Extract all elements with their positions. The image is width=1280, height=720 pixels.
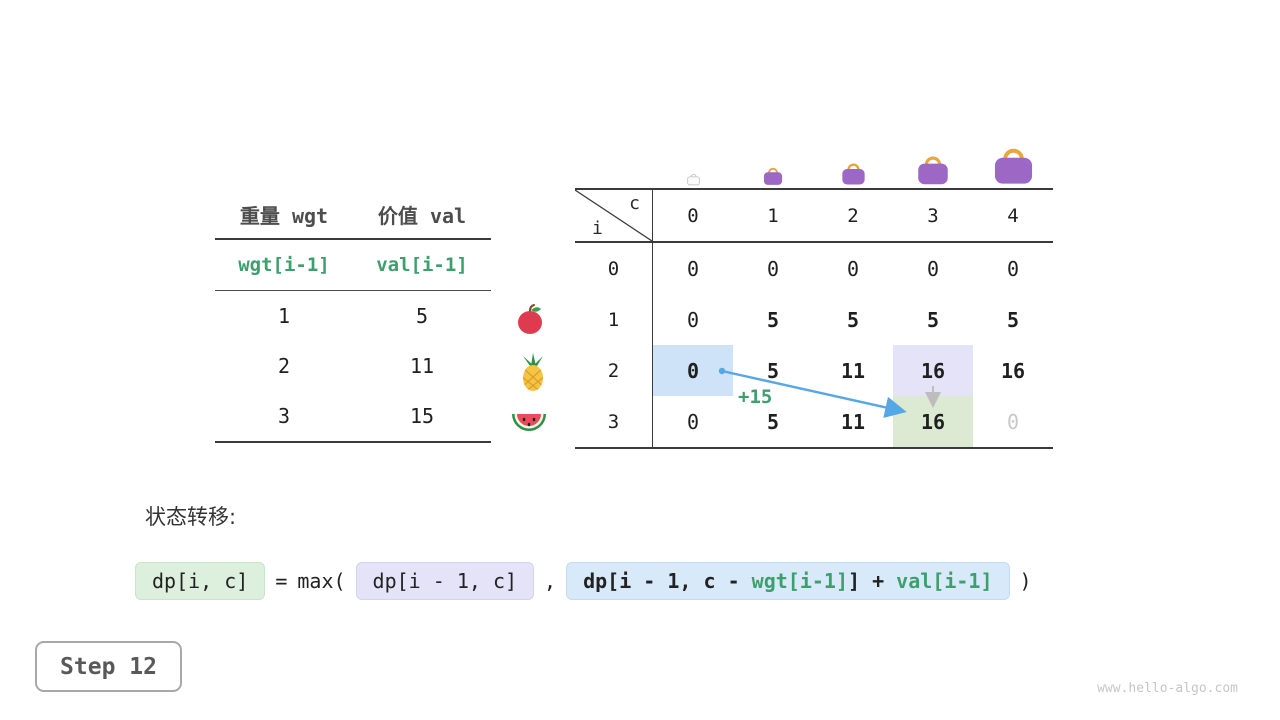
formula-comma: ,	[544, 569, 557, 593]
apple-icon	[514, 303, 546, 339]
bag-xlarge-icon	[973, 128, 1053, 186]
bag-medium-icon	[813, 128, 893, 186]
diagonal-divider	[575, 190, 652, 241]
capacity-bags-row	[653, 128, 1053, 186]
watermelon-icon	[511, 407, 547, 441]
item-3-weight: 3	[277, 404, 291, 428]
formula-close-paren: )	[1019, 569, 1032, 593]
value-gain-label: +15	[738, 386, 773, 408]
bag-large-icon	[893, 128, 973, 186]
row-header-2: 2	[575, 345, 653, 396]
item-3-value: 15	[409, 404, 435, 428]
dp-cell-0-0: 0	[686, 256, 700, 281]
dp-cell-1-1: 5	[766, 307, 780, 332]
dp-cell-2-3-option-highlight: 16	[893, 345, 973, 396]
items-table-header: 重量 wgt 价值 val	[215, 190, 491, 240]
item-1-weight: 1	[277, 304, 291, 328]
formula-option-skip: dp[i - 1, c]	[355, 562, 535, 600]
row-header-1: 1	[575, 294, 653, 345]
dp-cell-3-2: 11	[840, 409, 866, 434]
formula-max-open: max(	[297, 569, 346, 593]
dp-cell-0-3: 0	[926, 256, 940, 281]
wgt-formula-label: wgt[i-1]	[238, 254, 330, 276]
col-header-4: 4	[973, 190, 1053, 243]
dp-cell-3-1: 5	[766, 409, 780, 434]
item-axis-label: i	[592, 218, 603, 239]
col-header-3: 3	[893, 190, 973, 243]
dp-cell-1-4: 5	[1006, 307, 1020, 332]
watermark: www.hello-algo.com	[1097, 681, 1238, 696]
dp-cell-3-3-current-highlight: 16	[893, 396, 973, 447]
bag-small-icon	[733, 128, 813, 186]
dp-corner-cell: c i	[575, 190, 653, 243]
formula-take-val: val[i-1]	[896, 569, 993, 593]
formula-dp-current: dp[i, c]	[135, 562, 266, 600]
dp-cell-2-2: 11	[840, 358, 866, 383]
items-table-formula-row: wgt[i-1] val[i-1]	[215, 240, 491, 291]
capacity-axis-label: c	[629, 193, 640, 214]
dp-cell-1-3: 5	[926, 307, 940, 332]
row-header-0: 0	[575, 243, 653, 294]
formula-take-wgt: wgt[i-1]	[751, 569, 848, 593]
state-transition-formula: dp[i, c] = max( dp[i - 1, c] , dp[i - 1,…	[135, 561, 1032, 601]
value-column-header: 价值 val	[377, 203, 467, 228]
step-badge: Step 12	[35, 641, 182, 692]
dp-cell-1-0: 0	[686, 307, 700, 332]
item-row-1: 1 5	[215, 291, 491, 341]
col-header-2: 2	[813, 190, 893, 243]
formula-option-take: dp[i - 1, c - wgt[i-1]] + val[i-1]	[566, 562, 1010, 600]
row-header-3: 3	[575, 396, 653, 447]
dp-cell-3-4-pending: 0	[1006, 409, 1020, 434]
dp-cell-1-2: 5	[846, 307, 860, 332]
col-header-1: 1	[733, 190, 813, 243]
dp-cell-2-4: 16	[1000, 358, 1026, 383]
item-2-weight: 2	[277, 354, 291, 378]
dp-cell-0-2: 0	[846, 256, 860, 281]
dp-table: c i 0 1 2 3 4 0 0 0 0 0 0 1 0 5 5 5 5 2 …	[575, 188, 1053, 449]
item-row-2: 2 11	[215, 341, 491, 391]
item-2-value: 11	[409, 354, 435, 378]
item-row-3: 3 15	[215, 391, 491, 441]
formula-equals: =	[275, 569, 288, 593]
dp-cell-0-1: 0	[766, 256, 780, 281]
dp-cell-3-0: 0	[686, 409, 700, 434]
dp-cell-2-0-source-highlight: 0	[653, 345, 733, 396]
formula-take-part3: ] +	[848, 569, 897, 593]
item-1-value: 5	[415, 304, 429, 328]
weight-column-header: 重量 wgt	[239, 203, 329, 228]
formula-take-part1: dp[i - 1, c -	[583, 569, 752, 593]
pineapple-icon	[517, 352, 549, 396]
val-formula-label: val[i-1]	[376, 254, 468, 276]
items-table: 重量 wgt 价值 val wgt[i-1] val[i-1] 1 5 2 11…	[215, 190, 491, 443]
col-header-0: 0	[653, 190, 733, 243]
bag-empty-icon	[653, 128, 733, 186]
state-transition-heading: 状态转移:	[145, 505, 237, 529]
dp-cell-0-4: 0	[1006, 256, 1020, 281]
